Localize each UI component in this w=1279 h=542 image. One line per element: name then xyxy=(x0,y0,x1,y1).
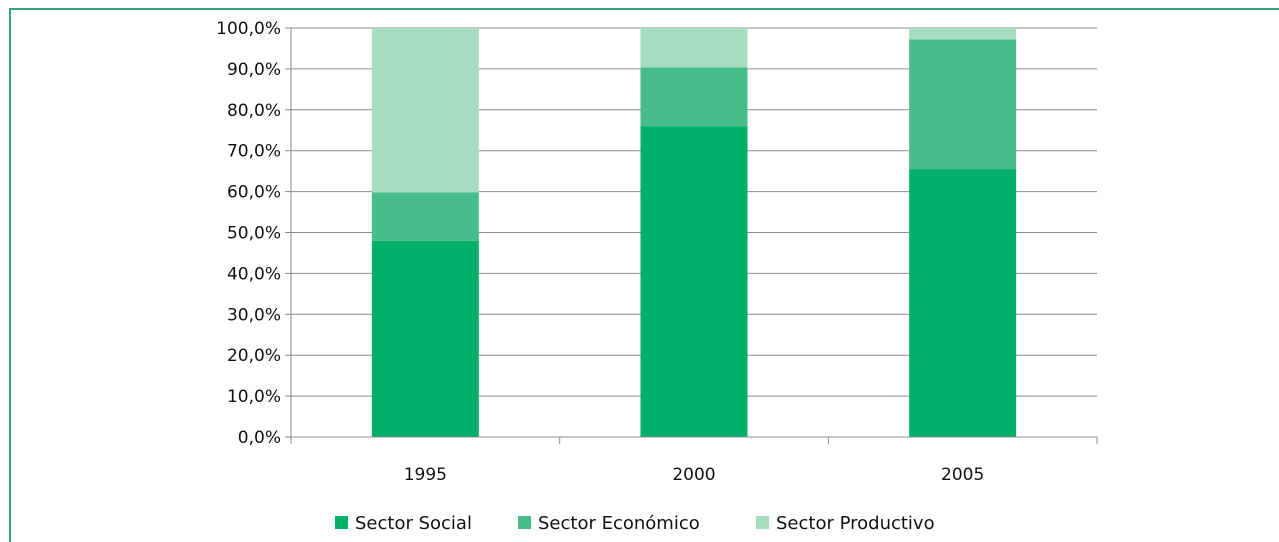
legend-swatch xyxy=(756,516,769,529)
y-tick-label: 10,0% xyxy=(227,387,281,407)
y-tick-label: 40,0% xyxy=(227,264,281,284)
y-tick-label: 100,0% xyxy=(216,19,281,39)
bar-segment xyxy=(371,240,479,437)
bar-segment xyxy=(640,67,748,127)
bar-segment xyxy=(640,126,748,437)
y-tick-label: 0,0% xyxy=(238,428,281,448)
y-tick-label: 20,0% xyxy=(227,346,281,366)
legend-swatch xyxy=(335,516,348,529)
bar-segment xyxy=(909,39,1017,170)
legend-swatch xyxy=(518,516,531,529)
bar-segment xyxy=(909,28,1017,40)
bar-segment xyxy=(371,192,479,241)
y-tick-label: 70,0% xyxy=(227,142,281,162)
y-tick-label: 60,0% xyxy=(227,183,281,203)
x-tick-label: 2005 xyxy=(941,465,984,485)
bar-segment xyxy=(909,169,1017,438)
y-tick-label: 50,0% xyxy=(227,224,281,244)
y-tick-label: 30,0% xyxy=(227,305,281,325)
x-tick-label: 1995 xyxy=(404,465,447,485)
legend: Sector Social Sector Económico Sector Prod… xyxy=(335,513,935,534)
axes: 0,0% 10,0% 20,0% 30,0% 40,0% 50,0% 60,0% 70,0% 8… xyxy=(216,19,1098,485)
y-tick-label: 90,0% xyxy=(227,60,281,80)
legend-label: Sector Económico xyxy=(538,513,700,534)
chart-frame xyxy=(9,8,1279,542)
bar-segment xyxy=(640,28,748,68)
bar-segment xyxy=(371,28,479,193)
legend-label: Sector Social xyxy=(355,513,472,534)
x-tick-label: 2000 xyxy=(672,465,715,485)
y-tick-label: 80,0% xyxy=(227,101,281,121)
legend-label: Sector Productivo xyxy=(776,513,935,534)
bars xyxy=(371,28,1017,438)
